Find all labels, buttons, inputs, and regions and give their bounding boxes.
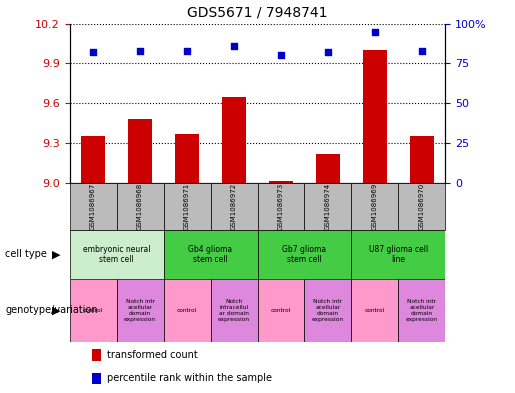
Bar [352, 183, 399, 230]
Bar [116, 279, 164, 342]
Point [230, 43, 238, 49]
Bar [175, 134, 199, 183]
Text: GSM1086972: GSM1086972 [231, 183, 237, 230]
Text: control: control [83, 308, 103, 313]
Text: Notch intr
acellular
domain
expression: Notch intr acellular domain expression [312, 299, 344, 321]
Text: cell type: cell type [5, 250, 47, 259]
Bar [399, 279, 445, 342]
Bar [258, 279, 304, 342]
Bar [363, 50, 387, 183]
Bar [116, 183, 164, 230]
Bar [352, 230, 445, 279]
Text: Notch intr
acellular
domain
expression: Notch intr acellular domain expression [406, 299, 438, 321]
Text: GSM1086968: GSM1086968 [137, 183, 143, 230]
Point [89, 49, 97, 55]
Text: Notch
intracellul
ar domain
expression: Notch intracellul ar domain expression [218, 299, 250, 321]
Text: genotype/variation: genotype/variation [5, 305, 98, 316]
Bar [258, 230, 351, 279]
Bar [316, 154, 340, 183]
Text: transformed count: transformed count [107, 350, 198, 360]
Title: GDS5671 / 7948741: GDS5671 / 7948741 [187, 6, 328, 20]
Text: Gb4 glioma
stem cell: Gb4 glioma stem cell [188, 245, 233, 264]
Point [371, 28, 379, 35]
Point [418, 48, 426, 54]
Point [277, 52, 285, 59]
Bar [258, 183, 304, 230]
Text: GSM1086967: GSM1086967 [90, 183, 96, 230]
Bar [410, 136, 434, 183]
Text: control: control [365, 308, 385, 313]
Bar [70, 183, 116, 230]
Bar [222, 97, 246, 183]
Text: GSM1086973: GSM1086973 [278, 183, 284, 230]
Bar [164, 279, 211, 342]
Text: control: control [177, 308, 197, 313]
Bar [211, 183, 258, 230]
Text: ▶: ▶ [53, 305, 61, 316]
Text: embryonic neural
stem cell: embryonic neural stem cell [83, 245, 150, 264]
Text: Gb7 glioma
stem cell: Gb7 glioma stem cell [282, 245, 327, 264]
Text: GSM1086974: GSM1086974 [325, 183, 331, 230]
Bar [304, 279, 352, 342]
Bar [211, 279, 258, 342]
Text: Notch intr
acellular
domain
expression: Notch intr acellular domain expression [124, 299, 156, 321]
Text: percentile rank within the sample: percentile rank within the sample [107, 373, 272, 384]
Text: control: control [271, 308, 291, 313]
Text: U87 glioma cell
line: U87 glioma cell line [369, 245, 428, 264]
Point [136, 48, 144, 54]
Bar [92, 373, 101, 384]
Bar [70, 279, 116, 342]
Text: ▶: ▶ [53, 250, 61, 259]
Bar [304, 183, 352, 230]
Text: GSM1086970: GSM1086970 [419, 183, 425, 230]
Bar [269, 182, 293, 183]
Bar [92, 349, 101, 361]
Point [183, 48, 191, 54]
Point [324, 49, 332, 55]
Text: GSM1086969: GSM1086969 [372, 183, 378, 230]
Bar [70, 230, 164, 279]
Bar [164, 183, 211, 230]
Bar [164, 230, 258, 279]
Bar [128, 119, 152, 183]
Bar [81, 136, 105, 183]
Bar [352, 279, 399, 342]
Bar [399, 183, 445, 230]
Text: GSM1086971: GSM1086971 [184, 183, 190, 230]
